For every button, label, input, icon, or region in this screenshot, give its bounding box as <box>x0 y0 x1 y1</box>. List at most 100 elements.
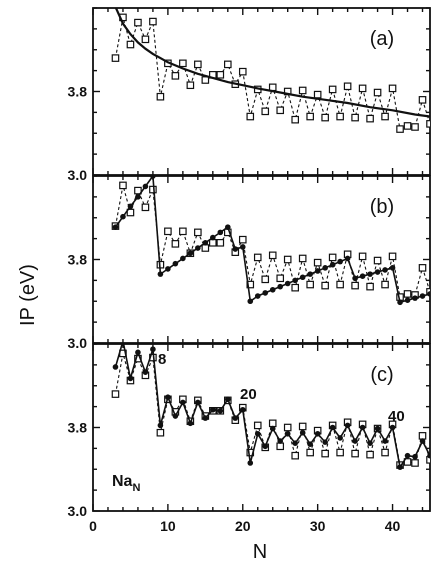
data-point-square <box>126 40 135 49</box>
y-tick-label: 3.8 <box>68 252 88 268</box>
data-point-circle <box>187 250 194 257</box>
data-point-square <box>306 280 314 289</box>
data-point-square <box>403 122 412 130</box>
data-point-circle <box>195 245 201 251</box>
data-point-square <box>321 281 329 290</box>
data-point-square <box>268 83 277 92</box>
data-point-circle <box>299 429 306 436</box>
data-point-square <box>179 227 187 236</box>
data-point-circle <box>277 438 284 444</box>
data-point-circle <box>412 295 418 301</box>
data-point-square <box>418 432 427 440</box>
x-tick-label: 40 <box>385 518 401 534</box>
panel-3: 3.0 3.8 0 10 20 30 40 <box>68 343 431 534</box>
data-point-square <box>313 90 322 99</box>
data-point-circle <box>389 265 396 271</box>
data-point-square <box>291 451 300 460</box>
data-point-square <box>321 113 329 122</box>
data-point-square <box>164 227 172 236</box>
data-point-circle <box>337 258 343 265</box>
data-point-square <box>381 280 389 289</box>
data-point-circle <box>172 260 179 267</box>
x-tick-label: 30 <box>310 518 326 534</box>
x-tick-label: 20 <box>235 518 251 534</box>
data-point-circle <box>292 277 299 284</box>
y-tick-label: 3.0 <box>68 335 88 351</box>
data-point-square <box>336 448 344 457</box>
data-point-circle <box>367 440 373 446</box>
data-point-square <box>238 235 247 244</box>
data-point-circle <box>150 346 156 353</box>
data-point-square <box>134 354 142 363</box>
data-point-circle <box>359 273 366 280</box>
data-point-square <box>381 112 389 121</box>
data-point-circle <box>180 399 186 406</box>
data-point-circle <box>292 440 299 446</box>
data-point-square <box>396 125 404 133</box>
data-point-circle <box>247 460 254 466</box>
data-point-circle <box>135 194 141 200</box>
data-point-square <box>171 72 180 80</box>
data-point-square <box>418 96 427 104</box>
plot-area <box>111 344 430 470</box>
data-point-circle <box>187 420 194 427</box>
data-point-circle <box>397 464 403 470</box>
data-point-circle <box>284 430 291 437</box>
data-point-circle <box>210 406 216 413</box>
data-point-circle <box>225 224 231 230</box>
data-point-square <box>298 86 307 95</box>
data-point-square <box>388 84 397 93</box>
data-point-circle <box>352 438 358 444</box>
y-tick-label: 3.0 <box>68 167 88 183</box>
data-point-square <box>216 70 225 79</box>
data-point-square <box>216 239 225 247</box>
data-point-circle <box>217 408 224 414</box>
data-point-square <box>313 258 322 267</box>
data-point-circle <box>120 213 126 220</box>
data-point-square <box>328 253 337 262</box>
data-point-circle <box>307 271 313 277</box>
data-point-circle <box>217 229 224 236</box>
data-point-square <box>336 112 344 121</box>
data-point-square <box>351 449 359 458</box>
data-point-square <box>126 208 135 217</box>
data-point-circle <box>239 406 246 413</box>
data-point-square <box>366 114 374 123</box>
y-axis-title: IP (eV) <box>17 264 39 326</box>
data-point-circle <box>412 453 418 460</box>
data-point-circle <box>135 349 141 356</box>
plot-area <box>111 8 430 133</box>
data-point-circle <box>359 424 366 431</box>
data-point-square <box>418 264 427 272</box>
data-point-square <box>119 181 127 190</box>
data-point-square <box>358 252 367 261</box>
data-point-square <box>261 275 270 284</box>
annotation-na-n: NaN <box>112 473 140 494</box>
data-point-circle <box>397 299 403 306</box>
data-point-circle <box>307 441 313 448</box>
data-point-square <box>268 419 277 428</box>
data-point-circle <box>277 283 284 290</box>
data-point-circle <box>352 275 358 282</box>
data-point-square <box>298 254 307 263</box>
data-point-square <box>306 448 314 457</box>
data-point-square <box>156 92 165 101</box>
data-point-square <box>358 84 367 93</box>
data-point-square <box>156 428 165 437</box>
panel-label-a: (a) <box>370 28 394 50</box>
data-point-circle <box>157 271 164 277</box>
data-point-circle <box>427 452 430 459</box>
plot-layer: 3.0 3.8 3.0 3.8 3.0 3.8 0 10 20 30 40 <box>68 7 431 534</box>
data-point-circle <box>262 443 269 450</box>
data-point-circle <box>150 176 156 179</box>
data-point-circle <box>262 290 269 296</box>
data-point-square <box>381 448 389 457</box>
data-point-square <box>224 60 232 69</box>
data-point-circle <box>232 246 239 252</box>
data-point-square <box>291 283 300 292</box>
data-point-square <box>351 281 359 290</box>
data-point-square <box>246 112 255 121</box>
data-point-square <box>111 54 120 62</box>
data-point-square <box>366 282 374 291</box>
data-point-circle <box>269 425 276 432</box>
